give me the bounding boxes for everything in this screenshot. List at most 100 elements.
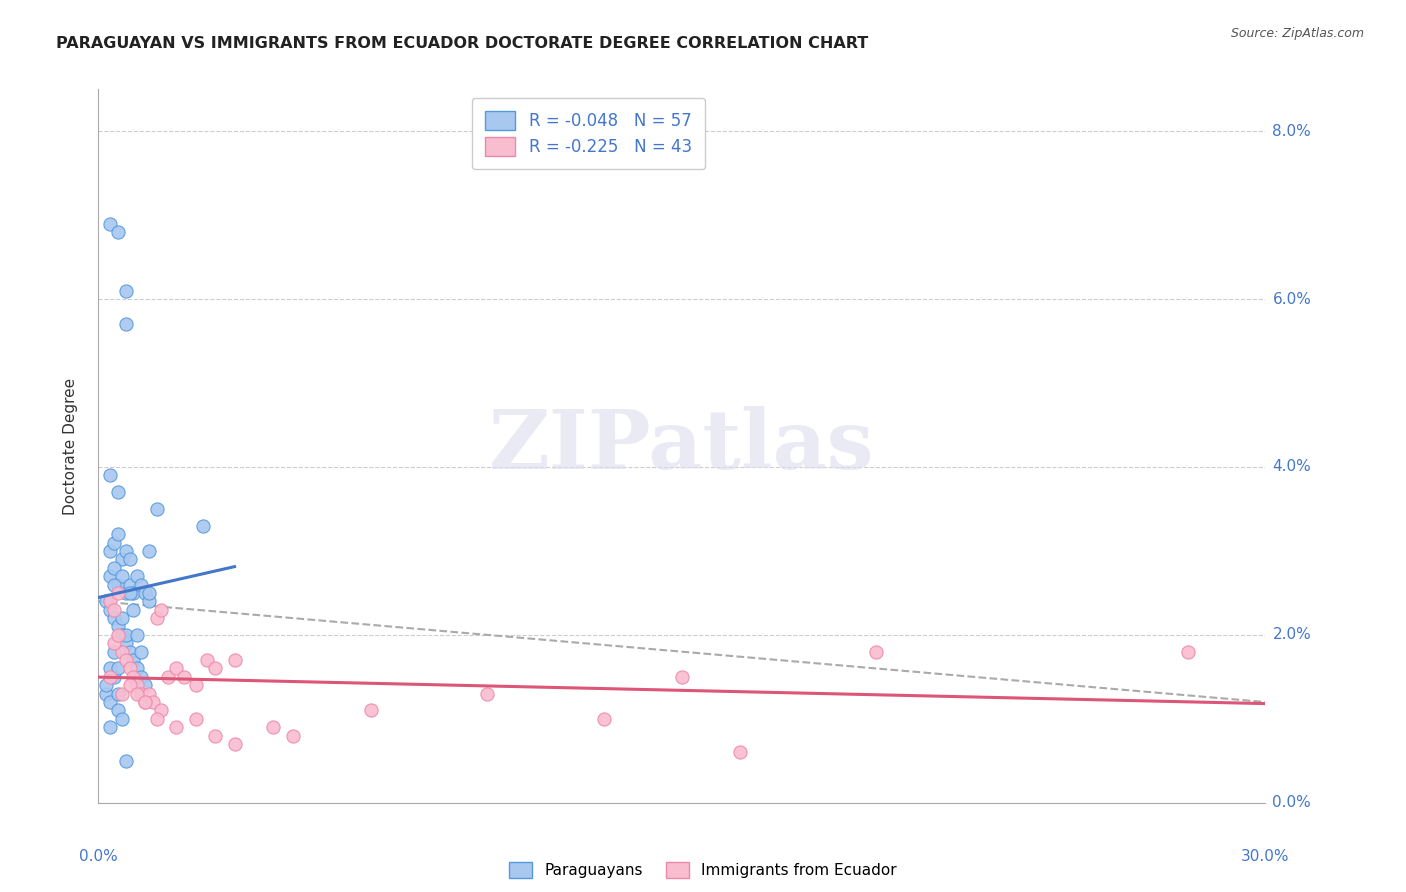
Point xyxy=(149,603,172,617)
Point xyxy=(111,712,134,726)
Point xyxy=(107,485,129,500)
Point xyxy=(122,603,145,617)
Point xyxy=(127,678,149,692)
Point xyxy=(262,720,284,734)
Point xyxy=(477,687,499,701)
Point xyxy=(107,586,129,600)
Point xyxy=(103,535,125,549)
Point xyxy=(134,695,156,709)
Point xyxy=(98,468,121,483)
Text: 8.0%: 8.0% xyxy=(1272,124,1312,138)
Point xyxy=(103,636,125,650)
Point xyxy=(111,552,134,566)
Point xyxy=(98,720,121,734)
Point xyxy=(118,661,141,675)
Point xyxy=(103,670,125,684)
Point xyxy=(96,678,118,692)
Legend: Paraguayans, Immigrants from Ecuador: Paraguayans, Immigrants from Ecuador xyxy=(503,856,903,884)
Text: 0.0%: 0.0% xyxy=(79,849,118,863)
Point xyxy=(134,695,156,709)
Point xyxy=(111,687,134,701)
Point xyxy=(127,661,149,675)
Text: 2.0%: 2.0% xyxy=(1272,627,1312,642)
Point xyxy=(98,695,121,709)
Point xyxy=(165,720,187,734)
Point xyxy=(593,712,616,726)
Point xyxy=(146,611,169,625)
Point xyxy=(107,225,129,239)
Point xyxy=(184,712,207,726)
Point xyxy=(107,527,129,541)
Point xyxy=(129,577,152,591)
Point xyxy=(118,645,141,659)
Point xyxy=(111,628,134,642)
Point xyxy=(138,544,160,558)
Point xyxy=(127,687,149,701)
Legend: R = -0.048   N = 57, R = -0.225   N = 43: R = -0.048 N = 57, R = -0.225 N = 43 xyxy=(472,97,706,169)
Point xyxy=(103,645,125,659)
Point xyxy=(134,586,156,600)
Point xyxy=(134,678,156,692)
Point xyxy=(146,502,169,516)
Point xyxy=(98,217,121,231)
Point xyxy=(98,603,121,617)
Point xyxy=(127,628,149,642)
Point xyxy=(114,318,136,332)
Point xyxy=(98,670,121,684)
Point xyxy=(865,645,887,659)
Text: ZIPatlas: ZIPatlas xyxy=(489,406,875,486)
Text: 6.0%: 6.0% xyxy=(1272,292,1312,307)
Point xyxy=(138,687,160,701)
Point xyxy=(127,569,149,583)
Point xyxy=(98,544,121,558)
Point xyxy=(98,569,121,583)
Text: 0.0%: 0.0% xyxy=(1272,796,1312,810)
Point xyxy=(103,560,125,574)
Point xyxy=(173,670,195,684)
Point xyxy=(129,645,152,659)
Point xyxy=(107,687,129,701)
Point xyxy=(114,653,136,667)
Point xyxy=(122,653,145,667)
Point xyxy=(129,687,152,701)
Point xyxy=(114,628,136,642)
Point xyxy=(103,603,125,617)
Point xyxy=(103,577,125,591)
Point xyxy=(165,661,187,675)
Point xyxy=(671,670,693,684)
Y-axis label: Doctorate Degree: Doctorate Degree xyxy=(63,377,77,515)
Point xyxy=(107,628,129,642)
Point xyxy=(224,737,246,751)
Point xyxy=(114,284,136,298)
Point xyxy=(118,586,141,600)
Point xyxy=(138,586,160,600)
Point xyxy=(111,611,134,625)
Point xyxy=(122,586,145,600)
Point xyxy=(157,670,180,684)
Point xyxy=(728,746,751,760)
Point xyxy=(107,577,129,591)
Point xyxy=(114,636,136,650)
Point xyxy=(281,729,304,743)
Point xyxy=(114,754,136,768)
Point xyxy=(138,594,160,608)
Point xyxy=(103,611,125,625)
Point xyxy=(193,518,215,533)
Point xyxy=(204,729,226,743)
Point xyxy=(195,653,218,667)
Point xyxy=(98,661,121,675)
Point xyxy=(96,594,118,608)
Point xyxy=(184,678,207,692)
Point xyxy=(96,687,118,701)
Point xyxy=(107,619,129,633)
Point xyxy=(114,586,136,600)
Point xyxy=(118,678,141,692)
Text: Source: ZipAtlas.com: Source: ZipAtlas.com xyxy=(1230,27,1364,40)
Point xyxy=(98,594,121,608)
Point xyxy=(149,703,172,717)
Point xyxy=(360,703,382,717)
Point xyxy=(1177,645,1199,659)
Text: 30.0%: 30.0% xyxy=(1241,849,1289,863)
Text: 4.0%: 4.0% xyxy=(1272,459,1312,475)
Point xyxy=(204,661,226,675)
